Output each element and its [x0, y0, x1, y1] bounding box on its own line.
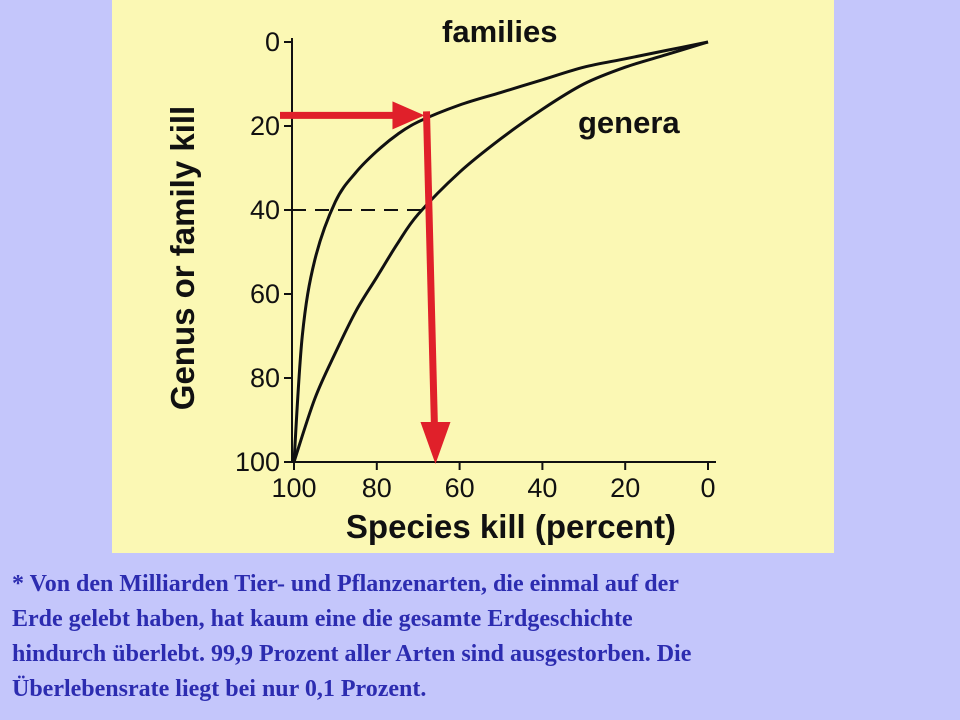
series-label-families: families: [442, 14, 557, 49]
red-arrowhead-right: [392, 101, 425, 130]
caption-line-4: Überlebensrate liegt bei nur 0,1 Prozent…: [12, 676, 427, 702]
series-line-genera: [292, 40, 709, 463]
caption: * Von den Milliarden Tier- und Pflanzena…: [12, 567, 952, 707]
x-tick-label: 0: [700, 473, 715, 503]
y-tick-label: 80: [250, 363, 280, 393]
curves: [292, 40, 709, 463]
y-tick-label: 20: [250, 111, 280, 141]
caption-line-1: * Von den Milliarden Tier- und Pflanzena…: [12, 571, 679, 597]
x-tick-label: 60: [445, 473, 475, 503]
caption-line-3: hindurch überlebt. 99,9 Prozent aller Ar…: [12, 641, 692, 667]
y-tick-label: 40: [250, 195, 280, 225]
red-arrowhead-down: [420, 422, 451, 464]
x-tick-label: 40: [527, 473, 557, 503]
red-arrow-vertical: [422, 111, 438, 429]
chart-panel: 0 20 40 60 80 100 100 80 60 40 20 0 Species kill (pe…: [112, 0, 834, 553]
y-tick-label: 100: [235, 447, 280, 477]
x-tick-label: 80: [362, 473, 392, 503]
series-label-genera: genera: [578, 105, 680, 140]
y-axis-title: Genus or family kill: [164, 106, 201, 410]
series-line-families: [292, 40, 709, 463]
caption-line-2: Erde gelebt haben, hat kaum eine die ges…: [12, 606, 633, 632]
y-tick-label: 60: [250, 279, 280, 309]
y-tick-label: 0: [265, 27, 280, 57]
x-axis-title: Species kill (percent): [346, 508, 676, 545]
x-tick-label: 20: [610, 473, 640, 503]
annotations: [280, 101, 451, 464]
axes: [284, 38, 716, 470]
x-tick-label: 100: [271, 473, 316, 503]
